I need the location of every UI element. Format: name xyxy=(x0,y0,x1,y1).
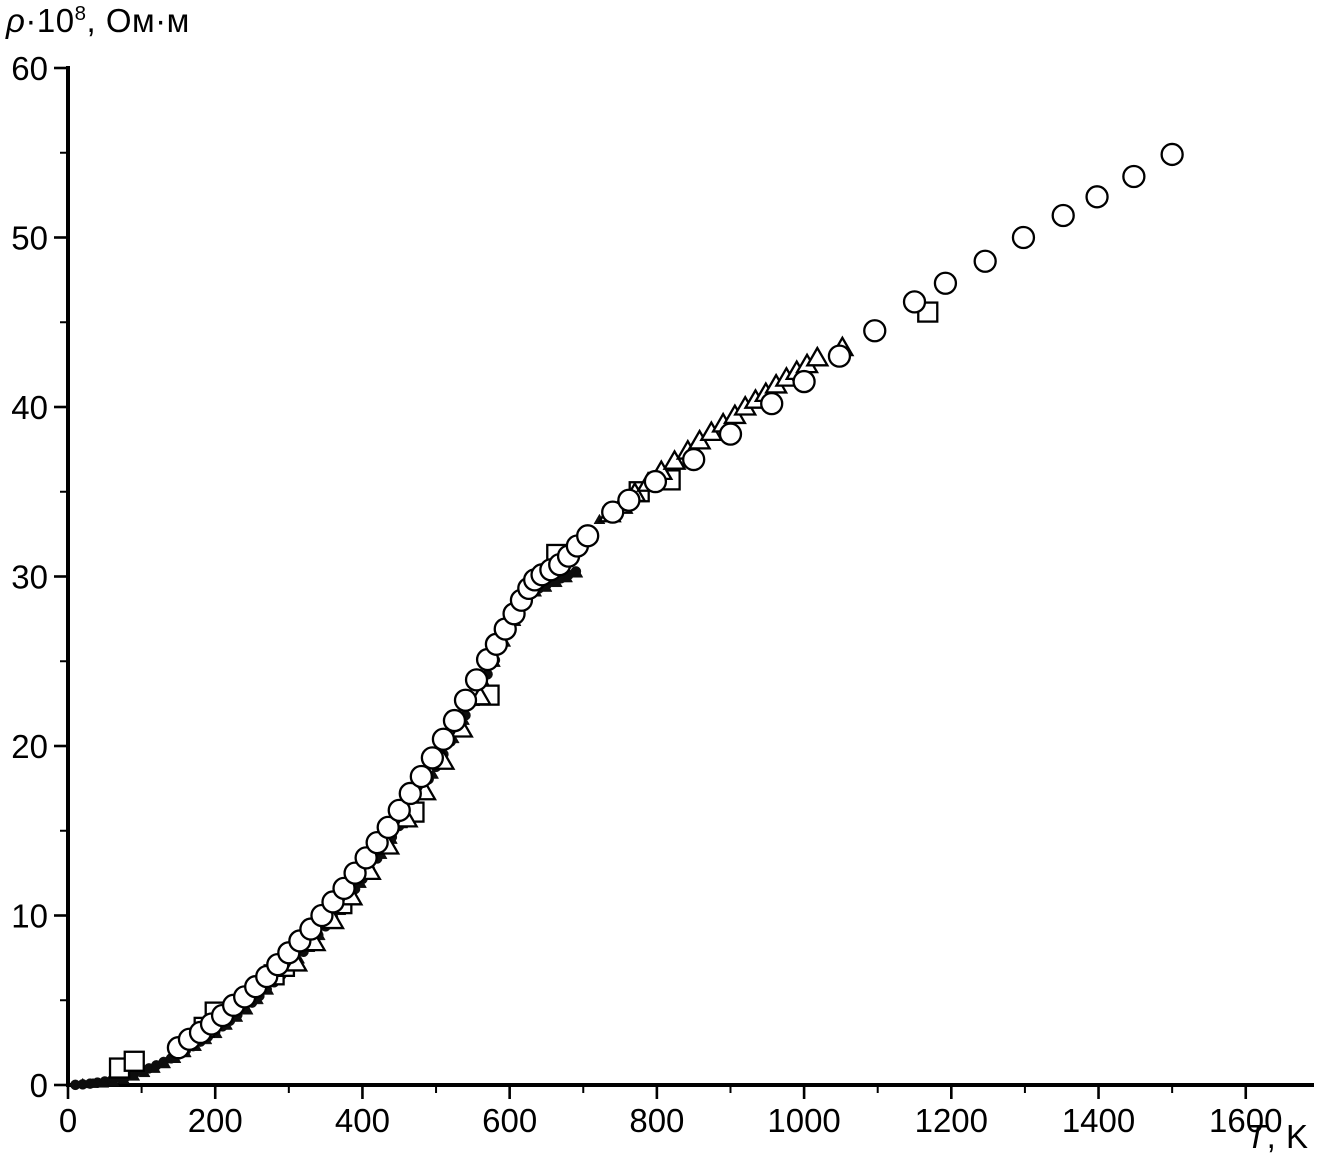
svg-text:400: 400 xyxy=(335,1102,390,1139)
svg-text:1200: 1200 xyxy=(915,1102,988,1139)
svg-text:0: 0 xyxy=(59,1102,77,1139)
y-label-exponent: 8 xyxy=(74,2,87,25)
y-label-base: ·10 xyxy=(25,2,75,39)
axes xyxy=(66,66,1314,1087)
svg-text:600: 600 xyxy=(482,1102,537,1139)
svg-text:60: 60 xyxy=(11,50,48,87)
x-label-units: , K xyxy=(1266,1118,1309,1155)
svg-text:1600: 1600 xyxy=(1209,1102,1282,1139)
svg-text:1000: 1000 xyxy=(767,1102,840,1139)
svg-text:50: 50 xyxy=(11,220,48,257)
y-label-units: , Ом·м xyxy=(86,2,190,39)
series-open-triangles xyxy=(284,335,855,972)
svg-text:10: 10 xyxy=(11,898,48,935)
series-open-circles xyxy=(166,142,1184,1060)
svg-text:40: 40 xyxy=(11,389,48,426)
tick-labels: 0 200 400 600 800 1000 1200 1400 1600 0 10 20 30 40 50… xyxy=(11,50,1282,1139)
series-open-squares xyxy=(108,301,939,1079)
x-axis-label: T, K xyxy=(1246,1118,1309,1156)
rho-symbol: ρ xyxy=(6,2,26,39)
axis-ticks xyxy=(54,66,1248,1099)
svg-text:20: 20 xyxy=(11,728,48,765)
temperature-symbol: T xyxy=(1246,1118,1267,1155)
y-axis-label: ρ·108, Ом·м xyxy=(6,2,190,40)
svg-text:1400: 1400 xyxy=(1062,1102,1135,1139)
svg-text:200: 200 xyxy=(188,1102,243,1139)
svg-text:30: 30 xyxy=(11,559,48,596)
svg-text:800: 800 xyxy=(629,1102,684,1139)
svg-text:0: 0 xyxy=(30,1067,48,1104)
